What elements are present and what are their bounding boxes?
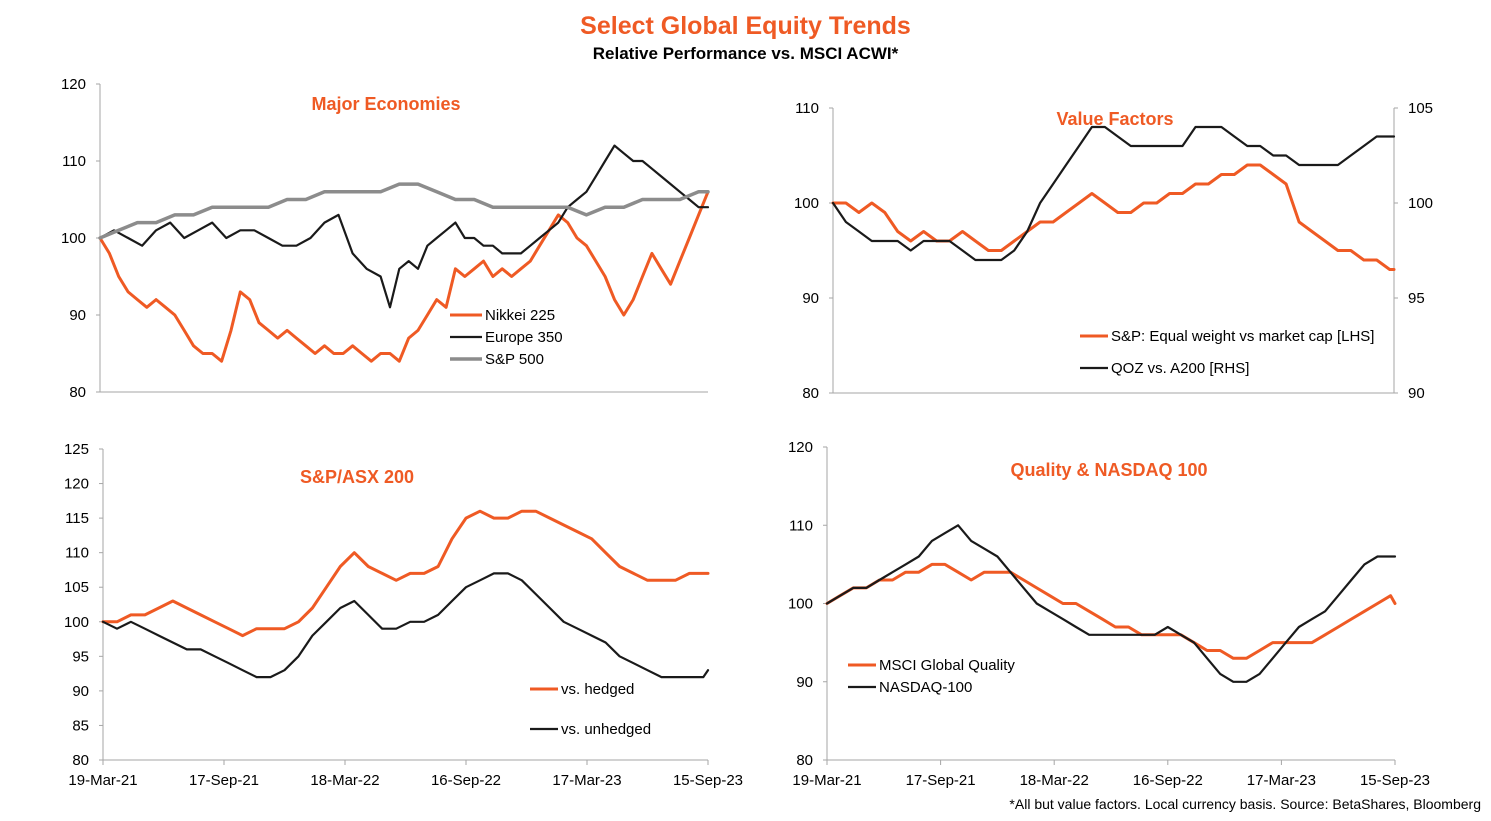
- asx-legend-label: vs. hedged: [561, 681, 634, 698]
- major-series-2-line: [98, 182, 710, 240]
- major-y-tick-label: 120: [61, 76, 86, 93]
- value-y2-tick-label: 100: [1408, 195, 1433, 212]
- value-y-tick-label: 90: [802, 290, 819, 307]
- quality-y-tick-label: 100: [788, 596, 813, 613]
- value-y-tick-label: 110: [795, 100, 819, 117]
- asx-series-1-line: [101, 572, 710, 679]
- value-series-1-line: [831, 125, 1396, 262]
- asx-panel-title: S&P/ASX 200: [300, 467, 414, 487]
- quality-legend-label: NASDAQ-100: [879, 679, 972, 696]
- asx-y-tick-label: 95: [72, 648, 89, 665]
- value-legend-label: QOZ vs. A200 [RHS]: [1111, 360, 1249, 377]
- main-title: Select Global Equity Trends: [580, 12, 911, 40]
- asx-x-tick-label: 15-Sep-23: [673, 772, 743, 789]
- quality-x-tick-label: 19-Mar-21: [792, 772, 861, 789]
- asx-y-tick-label: 110: [65, 545, 89, 562]
- major-legend-label: Europe 350: [485, 329, 563, 346]
- major-y-tick-label: 110: [62, 153, 86, 170]
- asx-y-tick-label: 115: [65, 510, 89, 527]
- asx-x-tick-label: 16-Sep-22: [431, 772, 501, 789]
- value-series-0-line: [831, 163, 1396, 271]
- quality-x-tick-label: 15-Sep-23: [1360, 772, 1430, 789]
- quality-y-tick-label: 120: [788, 439, 813, 456]
- asx-y-tick-label: 125: [64, 441, 89, 458]
- major-legend-label: S&P 500: [485, 351, 544, 368]
- major-y-tick-label: 80: [69, 384, 86, 401]
- asx-series-0-line: [101, 509, 710, 638]
- quality-panel-title: Quality & NASDAQ 100: [1010, 460, 1207, 480]
- asx-x-tick-label: 18-Mar-22: [310, 772, 379, 789]
- quality-series-0-line: [825, 562, 1397, 660]
- asx-y-tick-label: 100: [64, 614, 89, 631]
- quality-series-1-line: [825, 524, 1397, 683]
- main-subtitle: Relative Performance vs. MSCI ACWI*: [592, 44, 899, 63]
- asx-y-tick-label: 90: [72, 683, 89, 700]
- major-series-1-line: [98, 144, 710, 309]
- quality-x-tick-label: 17-Mar-23: [1247, 772, 1316, 789]
- major-series-0-line: [98, 190, 710, 363]
- value-y-tick-label: 80: [802, 385, 819, 402]
- value-y2-tick-label: 95: [1408, 290, 1425, 307]
- value-panel-title: Value Factors: [1056, 109, 1173, 129]
- asx-x-tick-label: 19-Mar-21: [68, 772, 137, 789]
- major-y-tick-label: 100: [61, 230, 86, 247]
- asx-x-tick-label: 17-Mar-23: [552, 772, 621, 789]
- asx-y-tick-label: 105: [64, 579, 89, 596]
- asx-y-tick-label: 80: [72, 752, 89, 769]
- major-legend-label: Nikkei 225: [485, 307, 555, 324]
- major-panel-title: Major Economies: [311, 94, 460, 114]
- asx-legend-label: vs. unhedged: [561, 721, 651, 738]
- major-y-tick-label: 90: [69, 307, 86, 324]
- footnote: *All but value factors. Local currency b…: [1009, 796, 1481, 812]
- value-y2-tick-label: 90: [1408, 385, 1425, 402]
- quality-x-tick-label: 17-Sep-21: [906, 772, 976, 789]
- asx-y-tick-label: 120: [64, 476, 89, 493]
- asx-y-tick-label: 85: [72, 717, 89, 734]
- quality-legend-label: MSCI Global Quality: [879, 657, 1015, 674]
- quality-x-tick-label: 16-Sep-22: [1133, 772, 1203, 789]
- value-y-tick-label: 100: [794, 195, 819, 212]
- quality-y-tick-label: 110: [789, 517, 813, 534]
- quality-y-tick-label: 80: [796, 752, 813, 769]
- asx-x-tick-label: 17-Sep-21: [189, 772, 259, 789]
- quality-x-tick-label: 18-Mar-22: [1020, 772, 1089, 789]
- value-y2-tick-label: 105: [1408, 100, 1433, 117]
- value-legend-label: S&P: Equal weight vs market cap [LHS]: [1111, 328, 1374, 345]
- quality-y-tick-label: 90: [796, 674, 813, 691]
